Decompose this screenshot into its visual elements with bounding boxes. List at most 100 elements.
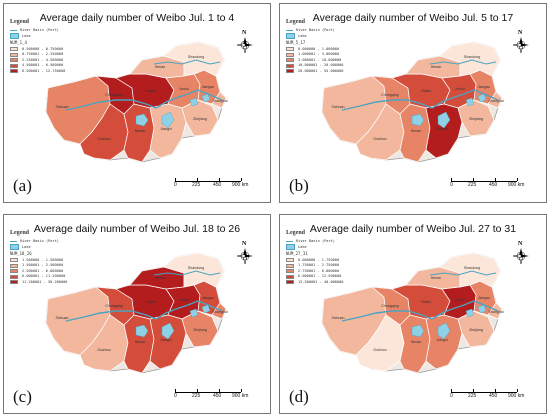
region-label: Jiangxi — [160, 338, 171, 342]
north-arrow-icon: N — [512, 241, 530, 267]
scale-label: 900 km — [232, 182, 249, 188]
region-label: Chongqing — [105, 304, 122, 308]
scale-label: 900 km — [508, 393, 525, 399]
legend-title: Legend — [286, 19, 306, 25]
legend-swatch — [286, 69, 294, 74]
river-symbol-icon — [10, 241, 17, 243]
legend-swatch — [10, 274, 18, 279]
region-shanghai — [487, 91, 503, 109]
scale-tick — [241, 178, 242, 181]
legend-class-row: 1.500000 - 1.500000 — [10, 257, 76, 263]
legend-class-row: 1.000001 - 3.000000 — [286, 52, 352, 58]
region-label: Zhejiang — [469, 328, 483, 332]
region-jiangxi — [425, 314, 463, 370]
lake — [411, 324, 425, 338]
legend-class-row: 6.500001 - 12.750000 — [10, 68, 76, 74]
legend-lake-row: Lake — [10, 33, 76, 40]
region-label: Sichuan — [332, 105, 345, 109]
choropleth-map: Sichuan Chongqing Guizhou Hubei Hunan Henan An… — [321, 41, 504, 163]
north-label: N — [242, 241, 247, 247]
region-jiangxi — [149, 314, 187, 370]
north-label: N — [518, 30, 523, 36]
region-shanghai — [487, 302, 503, 320]
region-label: Shandong — [188, 266, 204, 270]
scale-tick — [517, 389, 518, 392]
legend-class-row: 1.500001 - 2.500000 — [10, 263, 76, 269]
panel-label: (b) — [289, 176, 309, 195]
legend-class-row: 0.000000 - 1.750000 — [286, 257, 352, 263]
legend-variable: NUM_27_31 — [286, 251, 308, 257]
legend-swatch — [286, 258, 294, 263]
legend-class-row: 2.750001 - 6.000000 — [286, 268, 352, 274]
legend-swatch — [10, 263, 18, 268]
scale-tick — [197, 178, 198, 181]
choropleth-map: Sichuan Chongqing Guizhou Hubei Hunan Henan An… — [45, 252, 228, 374]
legend-swatch — [10, 58, 18, 63]
river-yangtze — [341, 89, 499, 111]
legend-range: 4.500001 - 6.500000 — [22, 63, 64, 68]
choropleth-map: Sichuan Chongqing Guizhou Hubei Hunan Henan An… — [321, 252, 504, 374]
north-arrow-icon: N — [512, 30, 530, 56]
map-title: Average daily number of Weibo Jul. 1 to … — [39, 12, 235, 24]
region-label: Chongqing — [381, 304, 398, 308]
legend-swatch — [286, 280, 294, 285]
region-label: Shandong — [464, 55, 480, 59]
legend-class-row: 1.750001 - 2.750000 — [286, 263, 352, 269]
lake-symbol-icon — [10, 33, 19, 40]
river-symbol-icon — [286, 30, 293, 32]
map-panel-b: Average daily number of Weibo Jul. 5 to … — [279, 3, 547, 203]
legend-swatch — [286, 274, 294, 279]
scale-label: 450 — [489, 182, 498, 188]
lake — [161, 322, 175, 340]
legend-range: 0.000000 - 1.000000 — [298, 46, 340, 51]
legend-swatch — [286, 52, 294, 57]
river-north — [429, 59, 497, 65]
scale-label: 450 — [213, 182, 222, 188]
scale-label: 225 — [192, 393, 201, 399]
scale-bar: 0 225 450 900 km — [168, 389, 248, 399]
scale-line — [451, 389, 518, 393]
region-label: Hunan — [411, 129, 422, 133]
region-label: Shanghai — [488, 99, 503, 103]
north-label: N — [518, 241, 523, 247]
region-label: Zhejiang — [193, 328, 207, 332]
legend-variable: NUM_5_17 — [286, 40, 306, 46]
legend-range: 11.200001 - 30.200000 — [22, 279, 68, 284]
region-label: Hunan — [411, 340, 422, 344]
map-title: Average daily number of Weibo Jul. 27 to… — [309, 223, 517, 235]
lake — [465, 97, 475, 107]
region-label: Shandong — [464, 266, 480, 270]
legend-variable: NUM_18_26 — [10, 251, 32, 257]
scale-line — [451, 178, 518, 182]
legend-swatch — [10, 52, 18, 57]
legend-river-label: River Basin (Part) — [20, 28, 59, 33]
scale-tick — [175, 178, 176, 181]
choropleth-map: Sichuan Chongqing Guizhou Hubei Hunan Henan An… — [45, 41, 228, 163]
region-label: Hubei — [421, 89, 431, 93]
legend-class-row: 3.000001 - 10.000000 — [286, 57, 352, 63]
region-label: Henan — [155, 65, 166, 69]
north-arrow-icon: N — [236, 30, 254, 56]
scale-tick — [219, 178, 220, 181]
region-label: Henan — [431, 65, 442, 69]
legend-river-label: River Basin (Part) — [20, 239, 59, 244]
scale-tick — [473, 389, 474, 392]
legend-range: 6.000001 - 11.200000 — [22, 274, 66, 279]
lake — [189, 97, 199, 107]
region-label: Sichuan — [56, 105, 69, 109]
legend-range: 2.750001 - 6.000000 — [298, 268, 340, 273]
legend-lake-row: Lake — [10, 244, 76, 251]
legend-class-row: 2.500001 - 6.000000 — [10, 268, 76, 274]
lake — [477, 93, 487, 103]
scale-tick — [451, 389, 452, 392]
scale-label: 0 — [450, 393, 453, 399]
lake — [135, 113, 149, 127]
legend-range: 20.000001 - 55.000000 — [298, 68, 344, 73]
region-label: Hunan — [135, 129, 146, 133]
scale-label: 225 — [468, 393, 477, 399]
legend-swatch — [286, 58, 294, 63]
legend-swatch — [10, 280, 18, 285]
scale-label: 0 — [174, 182, 177, 188]
region-label: Henan — [155, 276, 166, 280]
scale-bar: 0 225 450 900 km — [444, 389, 524, 399]
